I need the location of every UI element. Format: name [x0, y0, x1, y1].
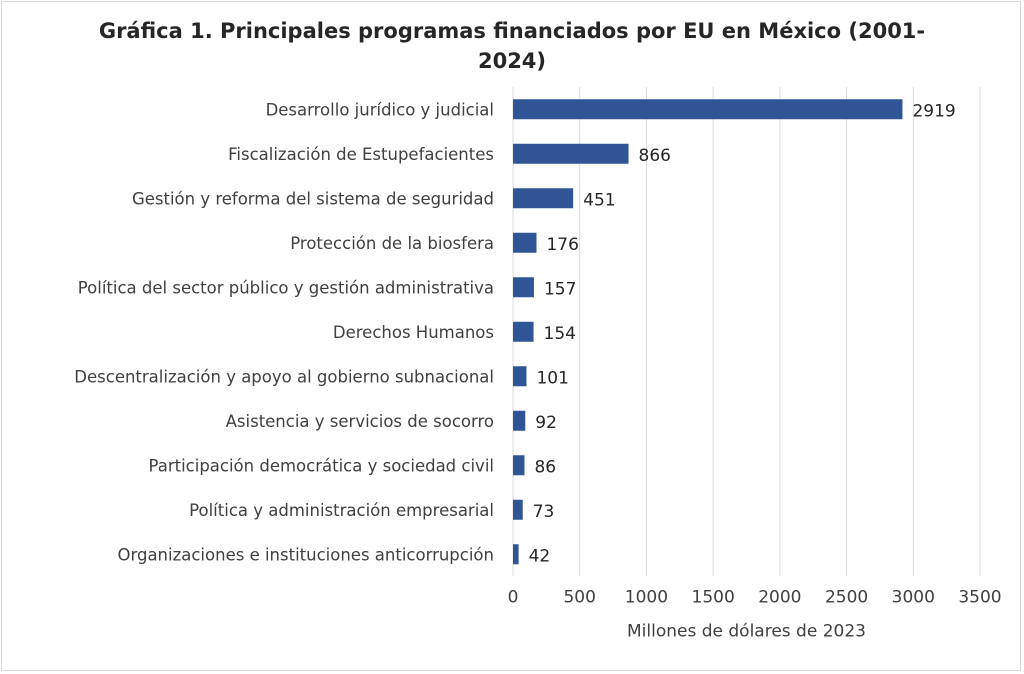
category-label: Fiscalización de Estupefacientes	[228, 145, 494, 164]
data-label: 176	[546, 235, 578, 255]
data-label: 154	[544, 324, 576, 344]
category-label: Política y administración empresarial	[189, 501, 494, 520]
x-tick-label: 2000	[758, 588, 801, 608]
data-label: 101	[536, 368, 568, 388]
bar	[513, 321, 534, 342]
category-label: Derechos Humanos	[333, 323, 494, 342]
category-label: Política del sector público y gestión ad…	[78, 278, 494, 297]
data-label: 157	[544, 279, 576, 299]
x-tick-label: 2500	[825, 588, 868, 608]
x-axis-ticks: 0 500 1000 1500 2000 2500 3000 3500	[508, 588, 1002, 608]
bars	[513, 99, 903, 565]
bar	[513, 544, 519, 565]
bar	[513, 410, 526, 431]
data-labels: 2919 866 451 176 157 154 101 92 86 73 42	[529, 101, 956, 566]
gridlines	[512, 87, 981, 577]
x-tick-label: 0	[508, 588, 519, 608]
bar	[513, 232, 537, 253]
category-label: Organizaciones e instituciones anticorru…	[117, 545, 494, 564]
category-label: Desarrollo jurídico y judicial	[266, 100, 494, 119]
x-tick-label: 1500	[692, 588, 735, 608]
bar	[513, 143, 629, 164]
data-label: 866	[639, 146, 671, 166]
x-tick-label: 3500	[958, 588, 1001, 608]
chart-title-line-2: 2024)	[477, 49, 547, 73]
data-label: 42	[529, 546, 551, 566]
x-tick-label: 3000	[892, 588, 935, 608]
x-axis-label: Millones de dólares de 2023	[627, 622, 866, 642]
chart-title-line-1: Gráfica 1. Principales programas financi…	[98, 19, 926, 43]
data-label: 451	[583, 190, 615, 210]
category-label: Protección de la biosfera	[290, 234, 494, 253]
bar	[513, 366, 527, 387]
data-label: 2919	[912, 101, 955, 121]
bar	[513, 499, 523, 520]
x-tick-label: 500	[563, 588, 595, 608]
data-label: 92	[535, 413, 557, 433]
category-labels: Desarrollo jurídico y judicial Fiscalizac…	[74, 100, 494, 564]
category-label: Participación democrática y sociedad civ…	[149, 456, 495, 475]
bar	[513, 99, 903, 120]
category-label: Gestión y reforma del sistema de segurid…	[132, 189, 494, 208]
category-label: Descentralización y apoyo al gobierno su…	[74, 367, 494, 386]
x-tick-label: 1000	[625, 588, 668, 608]
bar	[513, 455, 525, 476]
data-label: 73	[533, 502, 555, 522]
bar	[513, 188, 574, 209]
data-label: 86	[534, 457, 556, 477]
category-label: Asistencia y servicios de socorro	[226, 412, 494, 431]
bar	[513, 277, 534, 298]
chart-title: Gráfica 1. Principales programas financi…	[0, 16, 1024, 76]
